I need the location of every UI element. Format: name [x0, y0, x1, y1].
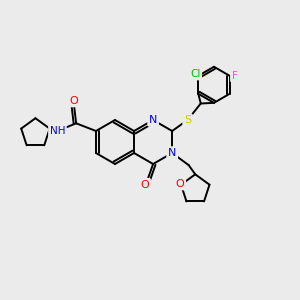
Text: O: O — [140, 180, 149, 190]
Text: O: O — [176, 179, 184, 189]
Text: NH: NH — [50, 126, 65, 136]
Text: N: N — [149, 115, 157, 125]
Text: Cl: Cl — [190, 69, 200, 79]
Text: N: N — [168, 148, 176, 158]
Text: F: F — [232, 71, 238, 81]
Text: O: O — [70, 96, 78, 106]
Text: S: S — [184, 115, 191, 125]
